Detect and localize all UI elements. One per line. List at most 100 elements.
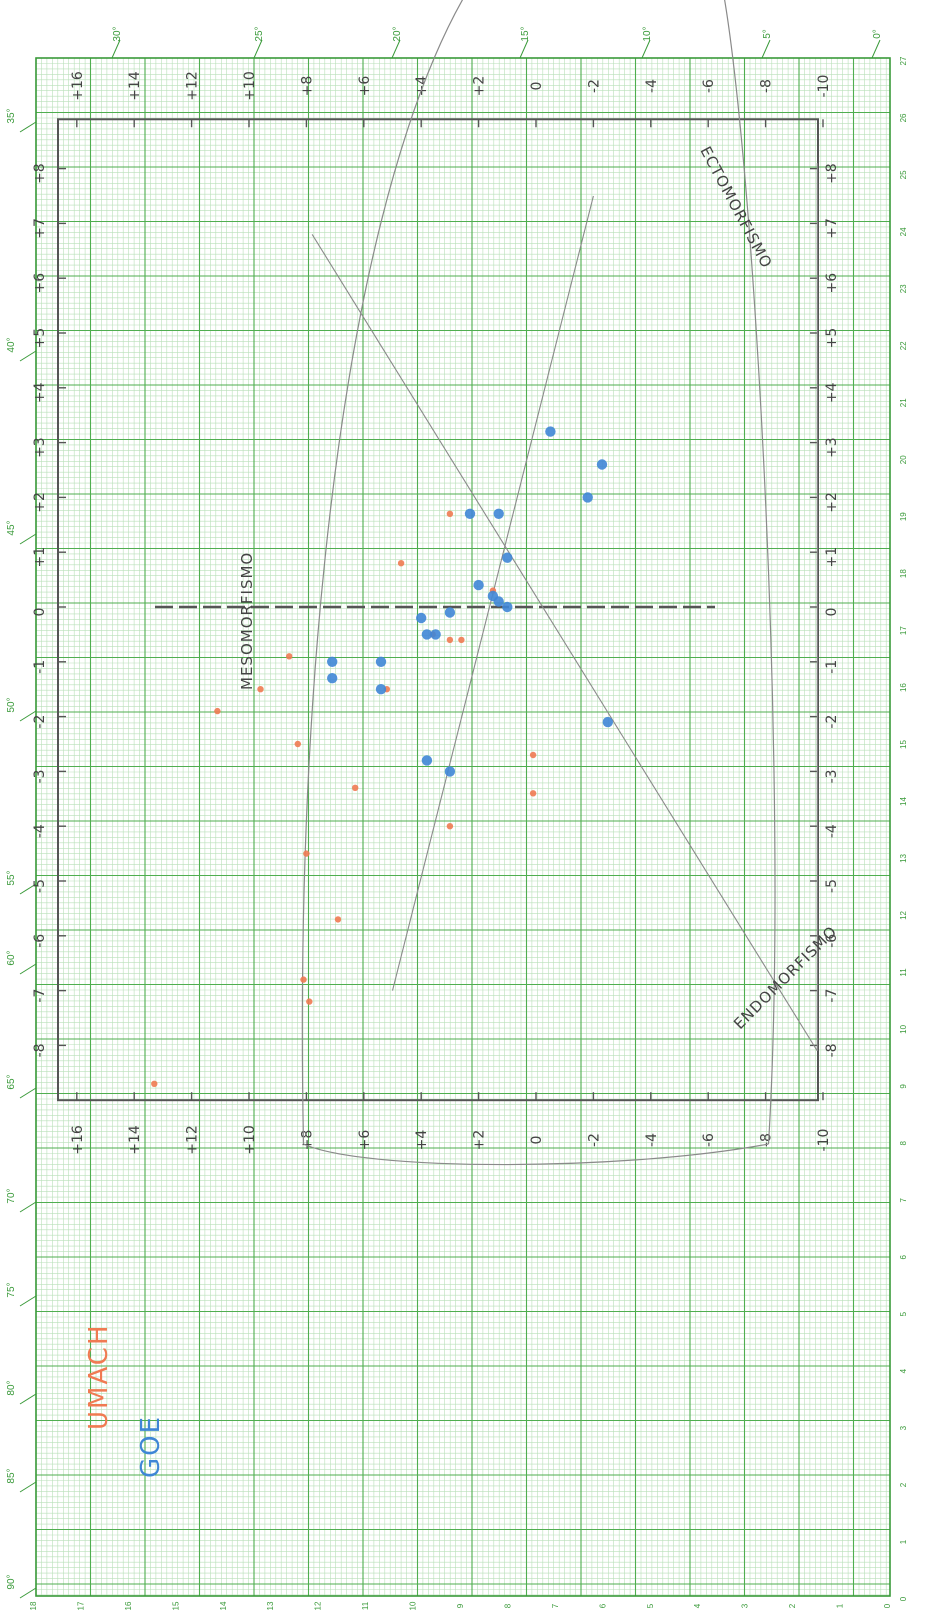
left-ruler-label: 40° <box>6 337 17 352</box>
left-ruler-label: 65° <box>6 1074 17 1089</box>
point-series-2 <box>421 629 433 640</box>
y-tick-label-bottom: +6 <box>357 1130 373 1151</box>
x-tick-label-left: +6 <box>32 273 48 294</box>
x-tick-label-right: -8 <box>824 1043 840 1057</box>
legend-item-series-2: GOE <box>136 1414 166 1478</box>
right-ruler-label: 15 <box>899 740 908 749</box>
point-series-2 <box>596 459 608 470</box>
x-tick-label-left: -7 <box>32 989 48 1003</box>
right-ruler-label: 12 <box>899 910 908 919</box>
right-ruler-label: 16 <box>899 683 908 692</box>
bottom-ruler-label: 1 <box>836 1603 845 1608</box>
chart-axes: -8 -8-7 -7-6 -6-5 -5-4 -4-3 -3-2 -2-1 -10 0+1 +1+2… <box>32 71 840 1155</box>
data-points <box>151 426 613 1088</box>
bottom-ruler-label: 18 <box>29 1601 38 1610</box>
point-series-2 <box>582 492 593 503</box>
outline-arc-right <box>303 1143 769 1166</box>
left-ruler-tick <box>19 883 37 895</box>
bottom-ruler-label: 16 <box>124 1601 133 1610</box>
right-ruler-label: 23 <box>899 284 908 293</box>
x-tick-label-right: 0 <box>824 608 840 617</box>
point-series-2 <box>545 426 556 437</box>
top-ruler-label: 20° <box>392 26 403 41</box>
right-ruler-label: 26 <box>899 113 908 122</box>
x-tick-label-right: +8 <box>824 163 840 184</box>
point-series-2 <box>375 656 387 667</box>
left-ruler-label: 75° <box>6 1282 17 1297</box>
x-tick-label-right: +3 <box>824 437 840 458</box>
point-series-1 <box>334 916 342 923</box>
point-series-2 <box>464 508 476 519</box>
top-ruler-tick <box>871 39 881 59</box>
right-ruler-label: 0 <box>899 1596 908 1601</box>
x-tick-label-left: -5 <box>32 879 48 893</box>
point-series-1 <box>352 784 359 791</box>
y-tick-label-top: +4 <box>414 76 430 97</box>
point-series-2 <box>416 612 427 624</box>
point-series-2 <box>444 766 456 777</box>
y-tick-label-top: +10 <box>242 71 258 101</box>
right-ruler-label: 25 <box>899 170 908 179</box>
point-series-1 <box>286 653 293 660</box>
right-ruler-label: 11 <box>899 968 908 977</box>
point-series-2 <box>502 552 513 563</box>
top-ruler-label: 15° <box>520 26 531 41</box>
left-ruler-tick <box>19 1393 37 1405</box>
point-series-1 <box>294 740 301 748</box>
top-ruler-tick <box>111 39 121 59</box>
x-tick-label-right: -3 <box>824 769 840 783</box>
bottom-ruler-label: 11 <box>361 1601 370 1610</box>
right-ruler-label: 13 <box>899 853 908 862</box>
left-ruler-tick <box>19 350 37 362</box>
x-tick-label-left: +8 <box>32 163 48 184</box>
top-ruler-label: 0° <box>872 29 883 39</box>
top-ruler-tick <box>761 39 771 59</box>
x-tick-label-left: +3 <box>32 437 48 458</box>
point-series-2 <box>421 755 433 766</box>
right-ruler-label: 4 <box>899 1368 908 1373</box>
bottom-ruler-label: 15 <box>171 1601 180 1610</box>
outline-diagonal-1 <box>311 234 818 1052</box>
y-tick-label-top: -6 <box>701 79 717 93</box>
top-ruler-label: 25° <box>254 26 265 41</box>
bottom-ruler-label: 7 <box>551 1603 560 1608</box>
point-series-1 <box>446 823 454 830</box>
left-ruler-label: 45° <box>6 520 17 535</box>
x-tick-label-left: -8 <box>32 1043 48 1057</box>
top-ruler-tick <box>519 39 529 59</box>
x-tick-label-right: +4 <box>824 382 840 403</box>
left-ruler-tick <box>19 1481 37 1493</box>
top-ruler-tick <box>253 39 263 59</box>
y-tick-label-top: +8 <box>299 76 315 97</box>
y-tick-label-bottom: +12 <box>185 1125 201 1155</box>
x-tick-label-right: -1 <box>824 660 840 674</box>
grid-major-lines <box>35 57 890 1596</box>
top-ruler-tick <box>391 39 401 59</box>
y-tick-label-bottom: -2 <box>586 1133 602 1147</box>
plot-frame <box>57 118 819 1102</box>
x-tick-label-right: -7 <box>824 989 840 1003</box>
right-ruler-label: 22 <box>899 341 908 350</box>
region-label: MESOMORFISMO <box>238 552 256 690</box>
point-series-1 <box>300 976 307 983</box>
right-ruler-label: 24 <box>899 227 908 236</box>
point-series-2 <box>327 656 338 667</box>
outline-arc-lower <box>723 0 776 1145</box>
y-tick-label-top: +14 <box>127 71 143 101</box>
y-tick-label-bottom: +4 <box>414 1130 430 1151</box>
right-ruler-label: 3 <box>899 1425 908 1430</box>
right-ruler-label: 21 <box>899 398 908 407</box>
point-series-2 <box>493 596 504 607</box>
left-ruler-label: 35° <box>6 108 17 123</box>
right-ruler-label: 2 <box>899 1482 908 1487</box>
pencil-outline <box>301 0 818 1166</box>
left-ruler-label: 70° <box>6 1188 17 1203</box>
y-tick-label-top: -4 <box>644 79 660 93</box>
x-tick-label-left: -1 <box>32 660 48 674</box>
right-ruler-label: 10 <box>899 1024 908 1033</box>
y-tick-label-bottom: +16 <box>70 1125 86 1155</box>
right-ruler-label: 8 <box>899 1141 908 1146</box>
right-ruler-label: 6 <box>899 1254 908 1259</box>
left-ruler-tick <box>19 963 37 975</box>
bottom-ruler-label: 8 <box>503 1603 512 1608</box>
